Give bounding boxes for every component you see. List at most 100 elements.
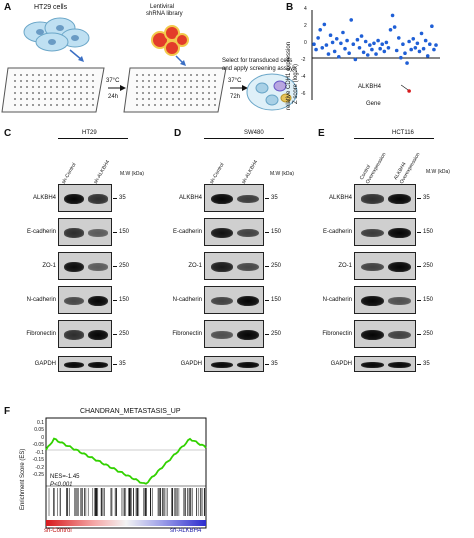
gene-point bbox=[334, 37, 339, 41]
gene-point bbox=[341, 30, 345, 35]
well-grid-2 bbox=[134, 72, 220, 108]
gene-point bbox=[411, 37, 416, 41]
protein-band bbox=[361, 329, 384, 341]
gene-point bbox=[403, 51, 407, 55]
library-label-2: shRNA library bbox=[146, 11, 183, 17]
protein-band bbox=[388, 361, 411, 369]
mw-tick bbox=[265, 300, 269, 301]
mw-value: 150 bbox=[271, 297, 282, 303]
alkbh4-point bbox=[407, 89, 411, 93]
gene-point bbox=[430, 24, 434, 28]
mw-value: 35 bbox=[271, 361, 278, 367]
gene-point bbox=[324, 43, 329, 47]
protein-label: ZO-1 bbox=[42, 263, 56, 269]
gene-point bbox=[337, 55, 341, 59]
mw-value: 150 bbox=[271, 229, 282, 235]
b-ytick: 4 bbox=[304, 6, 307, 12]
mw-tick bbox=[417, 364, 421, 365]
gene-point bbox=[394, 48, 399, 53]
protein-band bbox=[211, 330, 233, 339]
b-ylabel-1: relative CDH1 expression bbox=[286, 41, 292, 110]
gene-point bbox=[399, 55, 403, 60]
mw-tick bbox=[113, 334, 117, 335]
blot-strip bbox=[354, 218, 416, 246]
panel-b-scatter bbox=[311, 10, 440, 100]
gene-point bbox=[330, 40, 335, 45]
temp-1: 37°C bbox=[106, 78, 120, 84]
header-divider bbox=[204, 138, 284, 139]
gene-point bbox=[316, 36, 320, 40]
cell-line-label: SW480 bbox=[244, 130, 264, 136]
mw-value: 250 bbox=[119, 331, 130, 337]
mw-tick bbox=[113, 232, 117, 233]
annotation-pointer bbox=[400, 84, 409, 91]
gene-point bbox=[405, 61, 409, 65]
protein-band bbox=[388, 193, 411, 205]
well-grid-1 bbox=[12, 72, 98, 108]
protein-band bbox=[388, 296, 411, 305]
time-2: 72h bbox=[230, 94, 241, 100]
protein-band bbox=[361, 228, 384, 238]
f-ytick: -0.2 bbox=[35, 464, 44, 471]
gene-point bbox=[388, 28, 393, 32]
mw-value: 150 bbox=[423, 297, 434, 303]
gene-point bbox=[368, 43, 372, 47]
f-ytick: 0 bbox=[41, 434, 44, 441]
gene-point bbox=[417, 49, 422, 54]
gene-point bbox=[390, 13, 395, 18]
protein-band bbox=[211, 227, 233, 239]
protein-band bbox=[237, 295, 259, 307]
protein-band bbox=[64, 361, 84, 369]
protein-band bbox=[237, 228, 259, 238]
mw-tick bbox=[113, 364, 117, 365]
blot-strip bbox=[204, 252, 264, 280]
b-ylabel-2: Z score (log2x) bbox=[293, 63, 299, 104]
mw-tick bbox=[417, 300, 421, 301]
blot-strip bbox=[58, 286, 112, 314]
protein-band bbox=[88, 361, 108, 369]
mw-value: 250 bbox=[423, 331, 434, 337]
lane-label: sh-ALKBH4 bbox=[240, 159, 260, 185]
left-group-label: sh-Control bbox=[44, 528, 72, 534]
library-label-1: Lentiviral bbox=[150, 4, 175, 10]
gene-point bbox=[312, 42, 316, 46]
enrichment-curve bbox=[45, 437, 207, 485]
cells-label: HT29 cells bbox=[34, 4, 68, 11]
protein-label: N-cadherin bbox=[322, 297, 352, 303]
protein-band bbox=[361, 295, 384, 307]
lane-label: sh-Control bbox=[60, 162, 78, 185]
mw-value: 35 bbox=[423, 361, 430, 367]
protein-label: E-cadherin bbox=[322, 229, 352, 235]
gene-point bbox=[419, 31, 424, 36]
protein-label: N-cadherin bbox=[172, 297, 202, 303]
blot-strip bbox=[204, 286, 264, 314]
protein-band bbox=[211, 193, 233, 205]
panel-d: D SW480 sh-Control sh-ALKBH4 M.W (kDa) A… bbox=[158, 128, 316, 398]
gene-point bbox=[401, 42, 405, 46]
cell-cluster-icon bbox=[23, 17, 90, 52]
mw-tick bbox=[417, 334, 421, 335]
blot-strip bbox=[58, 356, 112, 372]
protein-label: N-cadherin bbox=[26, 297, 56, 303]
protein-band bbox=[237, 361, 259, 369]
protein-label: ZO-1 bbox=[188, 263, 202, 269]
protein-band bbox=[64, 261, 84, 273]
protein-band bbox=[237, 194, 259, 204]
time-1: 24h bbox=[108, 94, 119, 100]
gene-point bbox=[413, 46, 418, 50]
gene-point bbox=[318, 28, 323, 32]
gsea-plot bbox=[45, 417, 207, 529]
gene-point bbox=[382, 49, 387, 54]
mw-tick bbox=[417, 198, 421, 199]
gene-point bbox=[378, 46, 382, 51]
gene-point bbox=[380, 42, 385, 46]
protein-band bbox=[361, 361, 384, 369]
b-ytick: -4 bbox=[301, 74, 306, 80]
blot-strip bbox=[354, 356, 416, 372]
b-ytick: -2 bbox=[301, 57, 306, 63]
gene-point bbox=[347, 51, 351, 55]
gene-point bbox=[332, 49, 337, 54]
mw-tick bbox=[113, 198, 117, 199]
protein-band bbox=[361, 194, 384, 204]
mw-header: M.W (kDa) bbox=[120, 171, 144, 177]
